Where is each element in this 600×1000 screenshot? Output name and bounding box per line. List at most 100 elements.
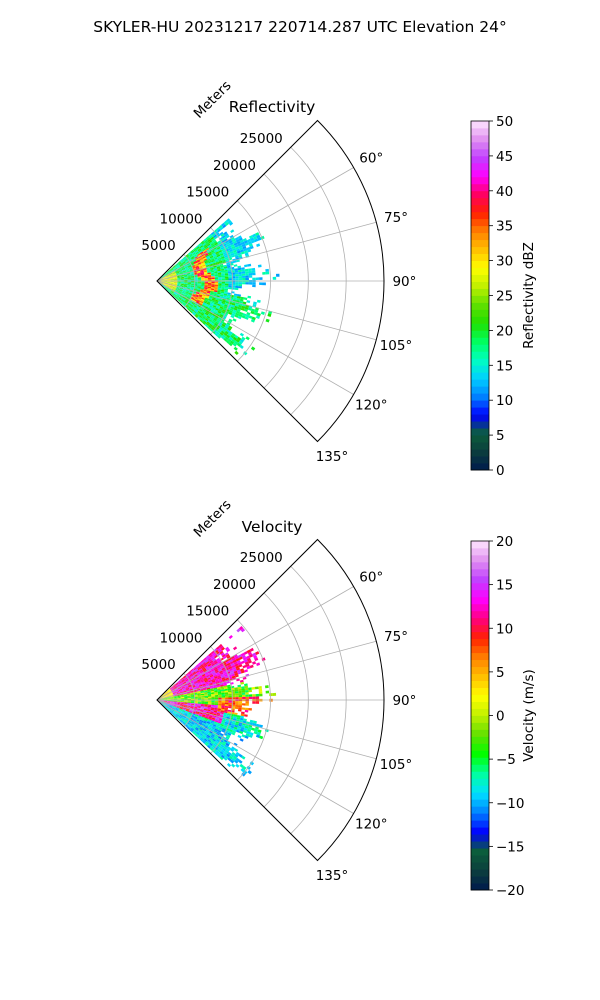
- data-cell: [254, 686, 259, 690]
- data-cell: [195, 265, 199, 268]
- data-cell: [177, 695, 181, 697]
- data-cell: [258, 691, 263, 694]
- data-cell: [204, 239, 208, 243]
- data-cell: [189, 672, 193, 676]
- data-cell: [180, 278, 185, 280]
- data-cell: [237, 725, 242, 729]
- colorbar-segment: [471, 792, 489, 800]
- data-cell: [162, 285, 166, 288]
- data-cell: [206, 662, 211, 666]
- data-cell: [167, 697, 171, 699]
- data-cell: [169, 705, 173, 708]
- data-cell: [175, 290, 179, 292]
- data-cell: [226, 648, 231, 653]
- data-cell: [196, 678, 200, 681]
- data-cell: [180, 695, 184, 697]
- data-cell: [227, 267, 231, 270]
- data-cell: [170, 278, 174, 280]
- colorbar-segment: [471, 232, 489, 241]
- data-cell: [207, 238, 212, 243]
- data-cell: [218, 277, 222, 279]
- data-cell: [184, 697, 188, 699]
- data-cell: [198, 714, 203, 717]
- data-cell: [179, 715, 183, 718]
- data-cell: [205, 735, 210, 740]
- data-cell: [204, 286, 208, 288]
- data-cell: [173, 711, 177, 714]
- data-cell: [186, 708, 190, 711]
- data-cell: [171, 709, 175, 712]
- data-cell: [240, 241, 245, 246]
- data-cell: [195, 670, 200, 674]
- data-cell: [172, 691, 176, 694]
- data-cell: [215, 725, 220, 729]
- data-cell: [239, 300, 244, 304]
- data-cell: [232, 728, 237, 732]
- data-cell: [228, 331, 233, 335]
- data-cell: [180, 693, 184, 696]
- data-cell: [214, 301, 219, 304]
- data-cell: [180, 700, 185, 702]
- data-cell: [200, 306, 205, 310]
- data-cell: [240, 307, 245, 311]
- data-cell: [252, 272, 256, 276]
- colorbar-tick-label: 10: [496, 621, 513, 637]
- data-cell: [209, 654, 213, 658]
- data-cell: [188, 292, 193, 295]
- data-cell: [173, 696, 178, 698]
- data-cell: [245, 692, 249, 695]
- data-cell: [236, 310, 240, 314]
- data-cell: [180, 277, 185, 279]
- colorbar-segment: [471, 638, 489, 647]
- data-cell: [217, 708, 222, 711]
- data-cell: [179, 720, 183, 724]
- data-cell: [193, 680, 198, 684]
- data-cell: [249, 761, 255, 766]
- data-cell: [201, 296, 206, 299]
- data-cell: [249, 719, 254, 723]
- data-cell: [183, 714, 188, 717]
- data-cell: [205, 741, 210, 745]
- data-cell: [228, 276, 232, 279]
- data-cell: [211, 284, 215, 286]
- data-cell: [252, 652, 257, 657]
- data-cell: [225, 323, 230, 328]
- data-cell: [228, 730, 233, 734]
- data-cell: [172, 713, 176, 716]
- data-cell: [210, 708, 215, 711]
- data-cell: [218, 702, 222, 705]
- data-cell: [209, 736, 214, 740]
- data-cell: [216, 264, 220, 267]
- data-cell: [210, 289, 215, 292]
- data-cell: [176, 265, 180, 269]
- data-cell: [226, 252, 231, 256]
- data-cell: [206, 243, 211, 247]
- data-cell: [194, 297, 198, 300]
- data-cell: [217, 274, 222, 276]
- data-cell: [221, 654, 226, 658]
- data-cell: [166, 695, 170, 697]
- data-cell: [187, 698, 191, 699]
- data-cell: [162, 704, 166, 707]
- data-cell: [195, 292, 200, 295]
- data-cell: [212, 254, 217, 258]
- data-cell: [206, 303, 210, 307]
- data-cell: [170, 697, 174, 699]
- data-cell: [242, 282, 246, 285]
- data-cell: [202, 265, 207, 268]
- data-cell: [167, 701, 171, 703]
- data-cell: [184, 703, 188, 705]
- data-cell: [224, 737, 229, 742]
- data-cell: [222, 715, 227, 719]
- data-cell: [230, 671, 235, 675]
- azimuth-gridline: [156, 699, 377, 760]
- data-cell: [224, 692, 229, 695]
- data-cell: [194, 296, 199, 299]
- data-cell: [185, 687, 189, 690]
- azimuth-tick-label: 75°: [384, 210, 408, 226]
- data-cell: [254, 238, 259, 243]
- data-cell: [181, 678, 185, 682]
- data-cell: [169, 694, 174, 696]
- data-cell: [187, 274, 191, 276]
- data-cell: [222, 670, 227, 674]
